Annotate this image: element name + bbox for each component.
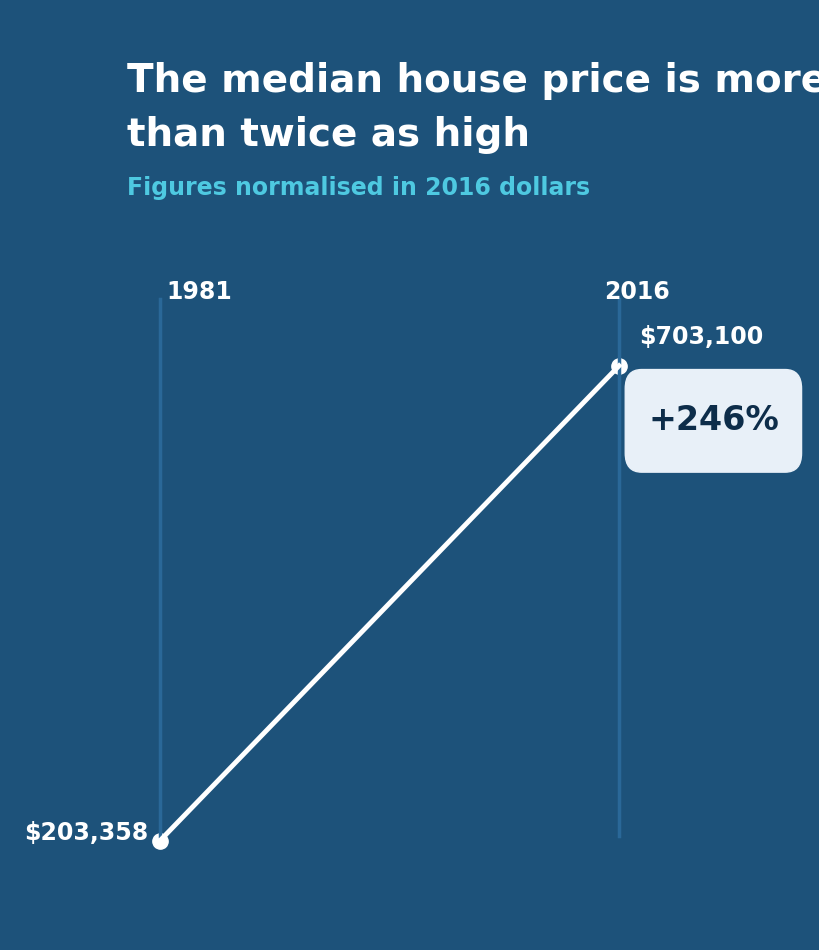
Text: The median house price is more: The median house price is more [127,62,819,100]
Text: $703,100: $703,100 [639,325,763,350]
Text: $203,358: $203,358 [25,821,149,846]
Text: than twice as high: than twice as high [127,116,529,154]
Text: 2016: 2016 [604,280,669,304]
Text: +246%: +246% [647,405,778,437]
Text: Figures normalised in 2016 dollars: Figures normalised in 2016 dollars [127,176,590,200]
Text: 1981: 1981 [166,280,232,304]
